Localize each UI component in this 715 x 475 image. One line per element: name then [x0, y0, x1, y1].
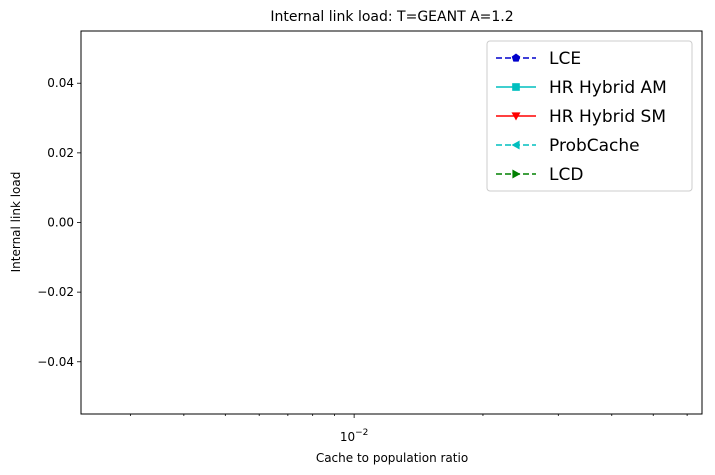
legend-entry: LCD — [496, 165, 583, 185]
legend-entry: HR Hybrid AM — [496, 78, 667, 98]
legend-marker — [512, 83, 520, 91]
y-tick-label: −0.02 — [37, 285, 74, 299]
legend-label: ProbCache — [549, 136, 640, 156]
legend: LCE HR Hybrid AM HR Hybrid SM ProbCache LCD — [486, 40, 693, 192]
y-axis-label: Internal link load — [9, 172, 23, 273]
y-axis-ticks: 0.04 0.02 0.00 −0.02 −0.04 — [37, 76, 81, 369]
legend-label: HR Hybrid SM — [549, 107, 666, 127]
legend-box — [486, 40, 693, 192]
legend-marker — [511, 112, 521, 121]
legend-entry: LCE — [496, 49, 581, 69]
y-tick-label: 0.02 — [47, 146, 74, 160]
x-axis-label: Cache to population ratio — [316, 451, 468, 465]
legend-label: LCD — [549, 165, 583, 185]
legend-label: LCE — [549, 49, 581, 69]
x-axis-ticks: 10−2 — [129, 414, 688, 444]
y-tick-label: 0.00 — [47, 216, 74, 230]
legend-marker — [511, 140, 520, 150]
legend-marker — [511, 53, 521, 62]
y-tick-label: −0.04 — [37, 355, 74, 369]
chart-title: Internal link load: T=GEANT A=1.2 — [270, 9, 513, 25]
x-tick-label: 10−2 — [340, 428, 369, 444]
legend-entry: ProbCache — [496, 136, 640, 156]
legend-entry: HR Hybrid SM — [496, 107, 666, 127]
y-tick-label: 0.04 — [47, 76, 74, 90]
legend-marker — [512, 169, 521, 179]
legend-label: HR Hybrid AM — [549, 78, 667, 98]
